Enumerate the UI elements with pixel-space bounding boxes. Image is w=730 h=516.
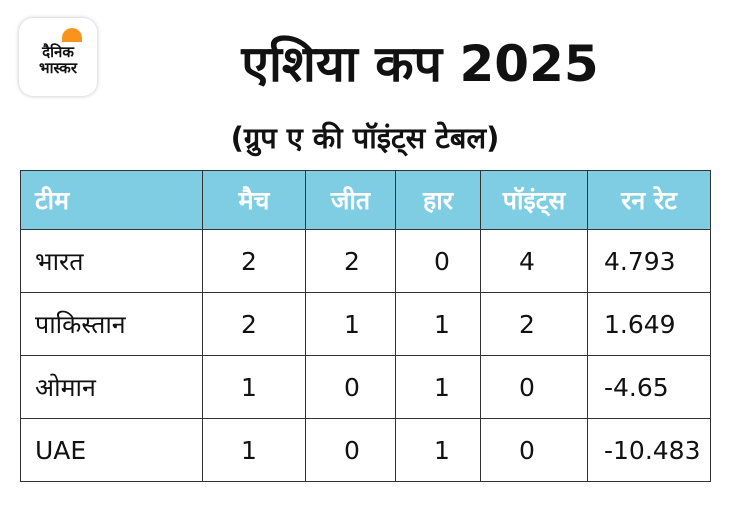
cell-run-rate: -10.483 xyxy=(587,418,711,482)
cell-team: भारत xyxy=(20,229,203,293)
dainik-bhaskar-logo: दैनिक भास्कर xyxy=(19,18,97,96)
cell-points: 0 xyxy=(480,418,588,482)
cell-team: ओमान xyxy=(20,355,203,419)
cell-run-rate: 1.649 xyxy=(587,292,711,356)
sun-logo-icon xyxy=(62,28,82,42)
points-table: टीम मैच जीत हार पॉइंट्स रन रेट भारत 2 2 … xyxy=(20,170,711,482)
logo-line-2: भास्कर xyxy=(39,59,77,77)
cell-losses: 1 xyxy=(395,418,481,482)
cell-matches: 2 xyxy=(202,292,306,356)
page-subtitle: (ग्रुप ए की पॉइंट्स टेबल) xyxy=(230,121,500,155)
page-title: एशिया कप 2025 xyxy=(241,35,599,93)
cell-wins: 1 xyxy=(305,292,396,356)
cell-points: 4 xyxy=(480,229,588,293)
cell-matches: 1 xyxy=(202,355,306,419)
cell-team: पाकिस्तान xyxy=(20,292,203,356)
header-team: टीम xyxy=(20,170,203,230)
cell-run-rate: -4.65 xyxy=(587,355,711,419)
cell-wins: 2 xyxy=(305,229,396,293)
logo-line-1: दैनिक xyxy=(42,43,74,62)
logo-text: दैनिक भास्कर xyxy=(39,43,77,77)
header-run-rate: रन रेट xyxy=(587,170,711,230)
header-losses: हार xyxy=(395,170,481,230)
cell-matches: 2 xyxy=(202,229,306,293)
header-wins: जीत xyxy=(305,170,396,230)
cell-wins: 0 xyxy=(305,418,396,482)
table-row: UAE 1 0 1 0 -10.483 xyxy=(20,418,711,482)
cell-team: UAE xyxy=(20,418,203,482)
cell-losses: 0 xyxy=(395,229,481,293)
table-row: पाकिस्तान 2 1 1 2 1.649 xyxy=(20,292,711,356)
table-row: भारत 2 2 0 4 4.793 xyxy=(20,229,711,293)
table-row: ओमान 1 0 1 0 -4.65 xyxy=(20,355,711,419)
cell-losses: 1 xyxy=(395,292,481,356)
header-matches: मैच xyxy=(202,170,306,230)
cell-points: 0 xyxy=(480,355,588,419)
cell-run-rate: 4.793 xyxy=(587,229,711,293)
cell-matches: 1 xyxy=(202,418,306,482)
cell-losses: 1 xyxy=(395,355,481,419)
table-header-row: टीम मैच जीत हार पॉइंट्स रन रेट xyxy=(20,170,711,230)
cell-wins: 0 xyxy=(305,355,396,419)
cell-points: 2 xyxy=(480,292,588,356)
header-points: पॉइंट्स xyxy=(480,170,588,230)
